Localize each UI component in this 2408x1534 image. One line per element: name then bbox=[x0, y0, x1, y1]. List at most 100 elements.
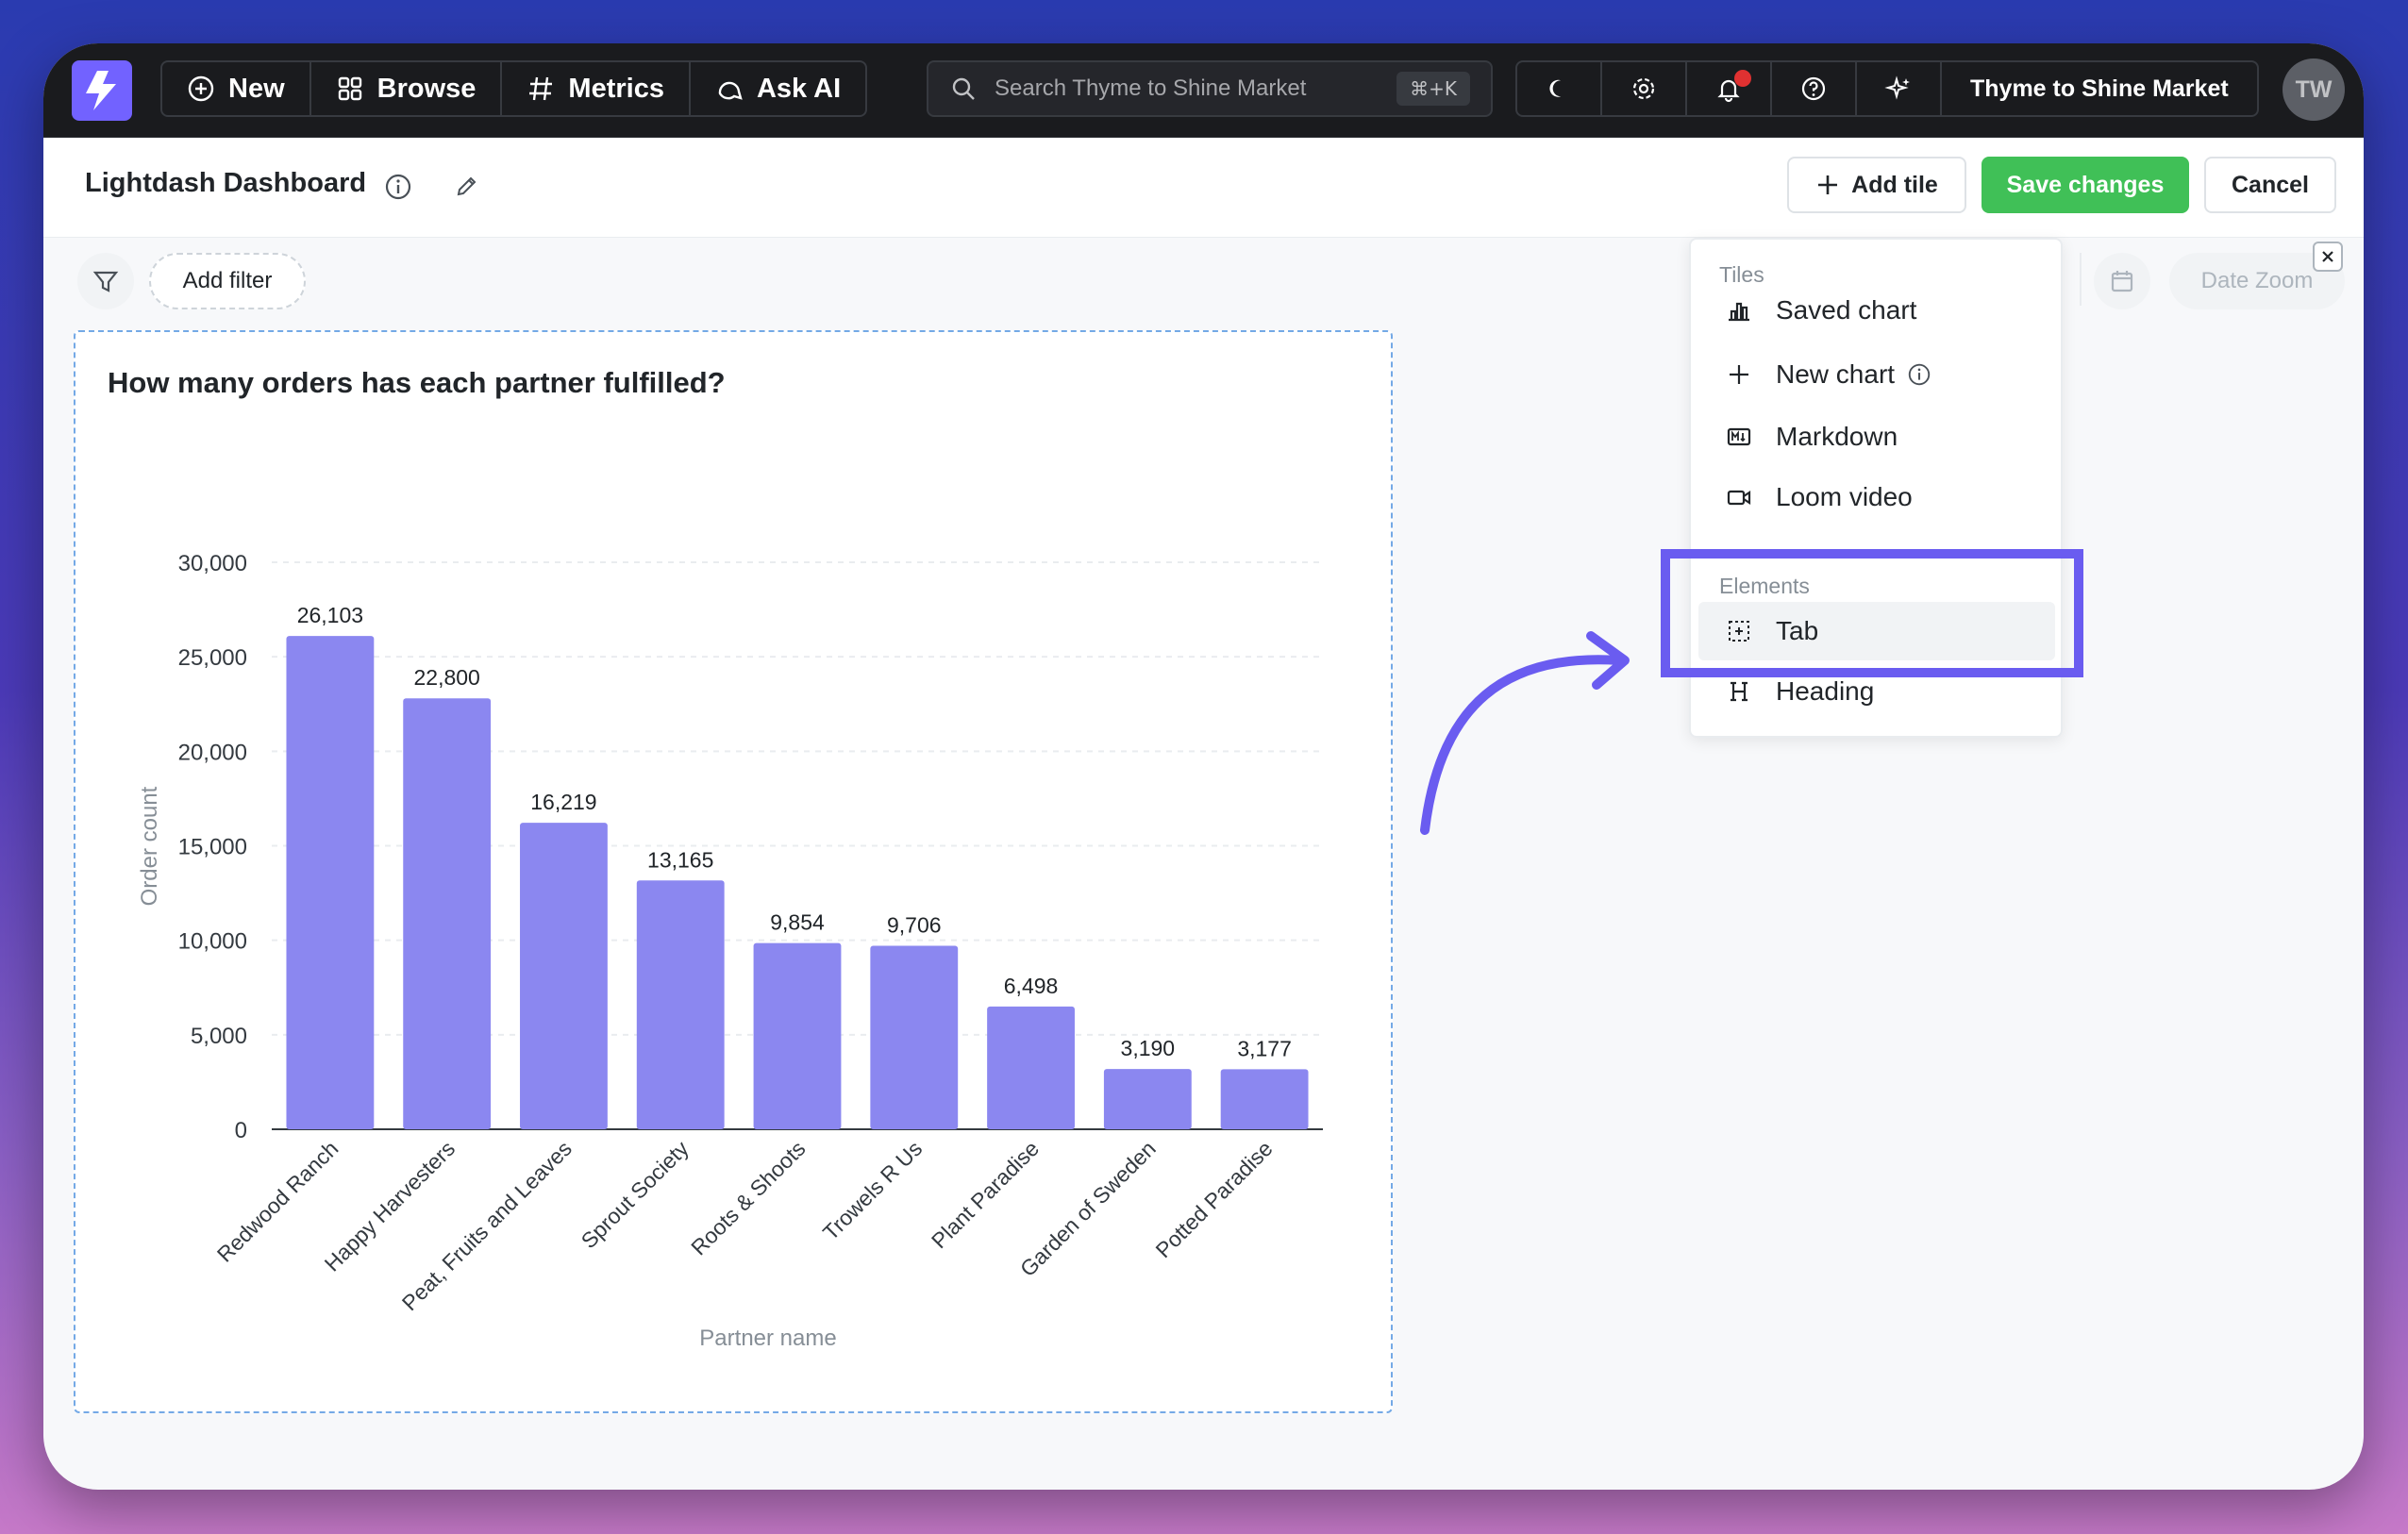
search-icon bbox=[952, 77, 975, 100]
help-icon bbox=[1801, 76, 1826, 101]
bar bbox=[753, 942, 842, 1129]
info-icon[interactable] bbox=[1906, 361, 1932, 388]
x-tick-label: Sprout Society bbox=[577, 1136, 694, 1254]
bar bbox=[403, 698, 492, 1129]
new-label: New bbox=[228, 73, 285, 104]
y-tick-label: 5,000 bbox=[191, 1024, 247, 1049]
x-tick-label: Plant Paradise bbox=[927, 1136, 1044, 1253]
data-label: 22,800 bbox=[413, 665, 479, 690]
date-zoom-icon-button[interactable] bbox=[2094, 253, 2150, 309]
menu-item-label: Markdown bbox=[1776, 422, 1898, 451]
ai-chat-icon bbox=[718, 81, 743, 100]
bar bbox=[987, 1006, 1075, 1129]
data-label: 16,219 bbox=[530, 790, 596, 814]
y-tick-label: 25,000 bbox=[178, 645, 247, 671]
filter-divider bbox=[2080, 253, 2082, 306]
data-label: 26,103 bbox=[297, 603, 363, 627]
plus-circle-icon bbox=[188, 75, 214, 102]
tiles-section-label: Tiles bbox=[1719, 262, 1764, 287]
cancel-button[interactable]: Cancel bbox=[2204, 157, 2336, 213]
data-label: 13,165 bbox=[647, 847, 713, 872]
organization-button[interactable]: Thyme to Shine Market bbox=[1970, 75, 2229, 102]
y-tick-label: 30,000 bbox=[178, 551, 247, 576]
help-button[interactable] bbox=[1772, 62, 1857, 115]
menu-item-heading[interactable]: Heading bbox=[1698, 662, 2055, 721]
close-icon bbox=[2322, 251, 2333, 262]
browse-label: Browse bbox=[376, 73, 477, 104]
video-icon bbox=[1727, 490, 1751, 506]
add-tile-label: Add tile bbox=[1851, 171, 1938, 198]
search-input[interactable]: Search Thyme to Shine Market ⌘+K bbox=[927, 60, 1493, 117]
chart-title: How many orders has each partner fulfill… bbox=[108, 366, 726, 399]
ai-sparkle-button[interactable] bbox=[1857, 62, 1942, 115]
lightdash-logo[interactable] bbox=[72, 60, 132, 121]
menu-item-tab[interactable]: Tab bbox=[1698, 602, 2055, 660]
elements-section-label: Elements bbox=[1719, 574, 1810, 598]
grid-icon bbox=[338, 76, 361, 101]
theme-toggle-button[interactable] bbox=[1517, 62, 1602, 115]
x-tick-label: Redwood Ranch bbox=[212, 1136, 343, 1267]
x-tick-label: Happy Harvesters bbox=[320, 1136, 460, 1276]
ask-ai-label: Ask AI bbox=[756, 73, 842, 104]
chart-tile[interactable]: How many orders has each partner fulfill… bbox=[74, 330, 1393, 1413]
main-nav: New Browse Metrics Ask AI bbox=[160, 60, 868, 117]
menu-item-label: Heading bbox=[1776, 676, 1875, 706]
menu-item-label: Saved chart bbox=[1776, 295, 1917, 325]
bar-chart: 0 5,000 10,000 15,000 20,000 25,000 30,000 26,1… bbox=[137, 551, 1323, 1351]
bolt-icon bbox=[86, 71, 116, 110]
data-label: 9,854 bbox=[770, 910, 825, 935]
save-changes-button[interactable]: Save changes bbox=[1982, 157, 2189, 213]
heading-icon bbox=[1731, 681, 1747, 702]
markdown-icon bbox=[1727, 427, 1751, 446]
metrics-button[interactable]: Metrics bbox=[502, 62, 691, 115]
menu-item-new-chart[interactable]: New chart bbox=[1698, 345, 2055, 404]
metrics-label: Metrics bbox=[568, 73, 664, 104]
add-tile-button[interactable]: Add tile bbox=[1787, 157, 1966, 213]
menu-item-label: Tab bbox=[1776, 616, 1819, 645]
search-placeholder: Search Thyme to Shine Market bbox=[995, 75, 1307, 101]
bar bbox=[636, 880, 725, 1129]
filter-button[interactable] bbox=[77, 253, 134, 309]
top-navbar: New Browse Metrics Ask AI Search Thyme t… bbox=[43, 43, 2364, 138]
x-tick-label: Roots & Shoots bbox=[686, 1136, 810, 1259]
info-icon[interactable] bbox=[383, 172, 413, 202]
add-tile-dropdown: Tiles Saved chart New chart Markdown Loo… bbox=[1689, 238, 2063, 738]
menu-item-label: New chart bbox=[1776, 359, 1896, 389]
close-button[interactable] bbox=[2313, 242, 2343, 272]
ask-ai-button[interactable]: Ask AI bbox=[691, 62, 865, 115]
bar-chart-icon bbox=[1729, 302, 1749, 322]
data-label: 3,177 bbox=[1237, 1036, 1292, 1060]
app-window: New Browse Metrics Ask AI Search Thyme t… bbox=[43, 43, 2364, 1490]
data-label: 3,190 bbox=[1121, 1036, 1176, 1060]
y-tick-label: 0 bbox=[235, 1118, 247, 1143]
settings-button[interactable] bbox=[1602, 62, 1687, 115]
avatar[interactable]: TW bbox=[2283, 58, 2345, 121]
menu-item-markdown[interactable]: Markdown bbox=[1698, 408, 2055, 466]
x-axis-title: Partner name bbox=[699, 1326, 836, 1351]
y-tick-label: 15,000 bbox=[178, 835, 247, 860]
x-tick-label: Trowels R Us bbox=[818, 1136, 927, 1244]
notifications-button[interactable] bbox=[1687, 62, 1772, 115]
menu-item-loom-video[interactable]: Loom video bbox=[1698, 468, 2055, 526]
new-button[interactable]: New bbox=[162, 62, 311, 115]
bar bbox=[1220, 1069, 1309, 1129]
menu-item-saved-chart[interactable]: Saved chart bbox=[1698, 281, 2055, 340]
bar bbox=[520, 823, 608, 1129]
x-tick-label: Potted Paradise bbox=[1151, 1136, 1278, 1262]
page-title: Lightdash Dashboard bbox=[85, 168, 367, 198]
browse-button[interactable]: Browse bbox=[311, 62, 503, 115]
plus-icon bbox=[1730, 365, 1748, 384]
pencil-icon[interactable] bbox=[451, 172, 481, 202]
data-label: 9,706 bbox=[887, 913, 942, 938]
gear-icon bbox=[1632, 77, 1655, 100]
utility-nav: Thyme to Shine Market bbox=[1515, 60, 2259, 117]
add-filter-button[interactable]: Add filter bbox=[149, 253, 306, 309]
y-tick-label: 10,000 bbox=[178, 929, 247, 955]
calendar-icon bbox=[2111, 271, 2133, 292]
highlight-annotation bbox=[1661, 549, 2083, 677]
dashboard-header: Lightdash Dashboard Add tile Save change… bbox=[43, 138, 2364, 238]
date-zoom-button[interactable]: Date Zoom bbox=[2169, 253, 2345, 309]
funnel-icon bbox=[92, 271, 119, 292]
notification-badge bbox=[1734, 70, 1751, 87]
plus-icon bbox=[1818, 175, 1838, 194]
